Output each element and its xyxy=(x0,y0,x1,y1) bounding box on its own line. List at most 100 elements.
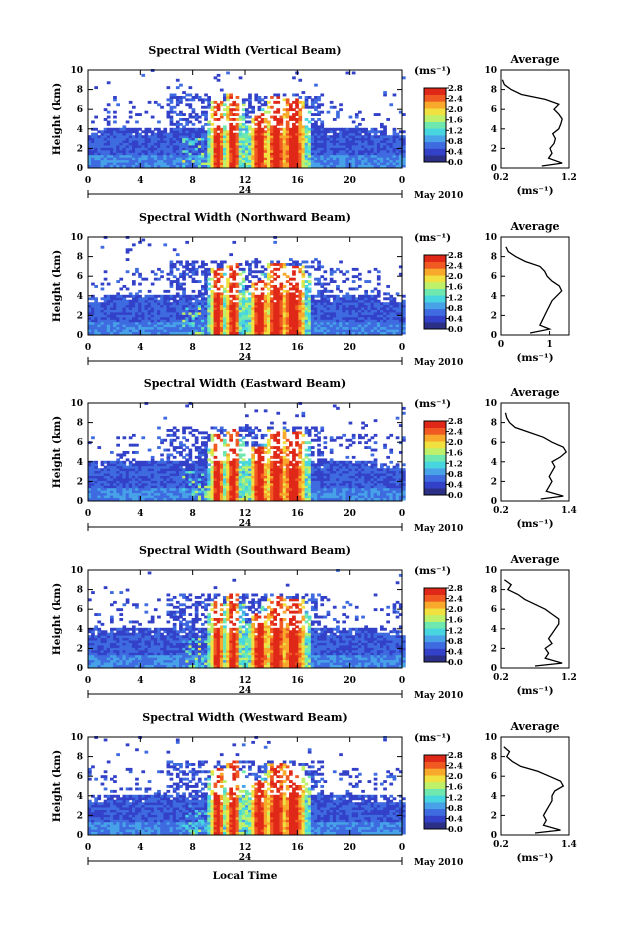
heatmap-cell xyxy=(110,485,114,489)
heatmap-cell xyxy=(326,135,331,139)
heatmap-cell xyxy=(191,485,196,489)
heatmap-cell xyxy=(367,314,372,318)
heatmap-cell xyxy=(191,130,196,134)
heatmap-cell xyxy=(226,329,230,332)
heatmap-cell xyxy=(116,132,120,136)
heatmap-cell xyxy=(201,130,205,134)
heatmap-cell xyxy=(310,154,315,158)
heatmap-cell xyxy=(188,263,193,266)
heatmap-cell xyxy=(182,91,186,94)
heatmap-cell xyxy=(166,272,171,276)
heatmap-cell xyxy=(179,309,183,313)
heatmap-cell xyxy=(345,324,350,328)
heatmap-cell xyxy=(150,304,155,308)
heatmap-cell xyxy=(201,152,205,156)
heatmap-cell xyxy=(310,140,315,143)
heatmap-cell xyxy=(295,157,299,161)
heatmap-cell xyxy=(235,265,240,269)
heatmap-cell xyxy=(182,490,186,494)
heatmap-cell xyxy=(402,164,406,168)
heatmap-cell xyxy=(207,152,211,156)
heatmap-cell xyxy=(223,127,227,131)
heatmap-cell xyxy=(119,135,124,139)
heatmap-cell xyxy=(367,321,372,325)
heatmap-cell xyxy=(197,458,202,462)
heatmap-cell xyxy=(201,113,205,116)
heatmap-cell xyxy=(342,147,346,151)
heatmap-cell xyxy=(402,312,406,315)
heatmap-cell xyxy=(128,324,133,328)
heatmap-cell xyxy=(175,145,180,148)
heatmap-cell xyxy=(135,304,139,308)
heatmap-cell xyxy=(304,321,309,325)
heatmap-cell xyxy=(235,142,240,146)
heatmap-cell xyxy=(279,329,284,332)
heatmap-cell xyxy=(257,137,262,141)
heatmap-cell xyxy=(248,285,252,288)
heatmap-cell xyxy=(191,159,196,163)
heatmap-cell xyxy=(144,487,149,491)
heatmap-cell xyxy=(267,125,271,129)
heatmap-cell xyxy=(132,162,136,165)
heatmap-cell xyxy=(392,159,397,163)
heatmap-cell xyxy=(279,319,284,323)
heatmap-cell xyxy=(103,321,108,325)
heatmap-cell xyxy=(279,162,284,165)
heatmap-cell xyxy=(285,314,290,318)
heatmap-cell xyxy=(361,142,365,146)
heatmap-cell xyxy=(289,135,293,139)
heatmap-cell xyxy=(138,240,142,244)
heatmap-cell xyxy=(248,304,252,308)
heatmap-cell xyxy=(398,140,403,143)
heatmap-cell xyxy=(345,270,350,274)
heatmap-cell xyxy=(285,316,290,320)
heatmap-cell xyxy=(402,329,406,332)
heatmap-cell xyxy=(103,324,108,328)
heatmap-cell xyxy=(332,132,337,136)
heatmap-cell xyxy=(128,487,133,491)
heatmap-cell xyxy=(150,329,155,332)
heatmap-cell xyxy=(110,294,114,298)
heatmap-cell xyxy=(147,302,152,306)
heatmap-cell xyxy=(298,120,303,124)
heatmap-cell xyxy=(197,331,202,335)
heatmap-cell xyxy=(153,307,158,310)
heatmap-cell xyxy=(226,154,230,158)
heatmap-cell xyxy=(229,122,233,126)
heatmap-cell xyxy=(194,147,199,151)
heatmap-cell xyxy=(119,164,124,168)
heatmap-cell xyxy=(160,331,164,335)
heatmap-cell xyxy=(88,159,92,163)
heatmap-cell xyxy=(113,127,117,131)
heatmap-cell xyxy=(201,137,205,141)
heatmap-cell xyxy=(351,140,356,143)
heatmap-cell xyxy=(128,468,133,472)
heatmap-cell xyxy=(147,473,152,476)
heatmap-cell xyxy=(141,309,146,313)
heatmap-cell xyxy=(153,100,158,104)
heatmap-cell xyxy=(304,280,309,283)
heatmap-cell xyxy=(320,149,325,153)
heatmap-cell xyxy=(289,326,293,330)
heatmap-cell xyxy=(103,497,108,501)
heatmap-cell xyxy=(267,100,271,104)
heatmap-cell xyxy=(232,282,237,286)
heatmap-cell xyxy=(238,152,243,156)
heatmap-cell xyxy=(216,480,221,484)
heatmap-cell xyxy=(110,475,114,479)
heatmap-cell xyxy=(169,118,174,121)
heatmap-cell xyxy=(191,463,196,467)
heatmap-cell xyxy=(185,98,189,102)
heatmap-cell xyxy=(179,132,183,136)
heatmap-cell xyxy=(276,127,281,131)
heatmap-cell xyxy=(314,304,318,308)
heatmap-cell xyxy=(317,154,321,158)
heatmap-cell xyxy=(185,329,189,332)
heatmap-cell xyxy=(307,135,312,139)
heatmap-cell xyxy=(97,302,102,306)
heatmap-cell xyxy=(402,319,406,323)
heatmap-cell xyxy=(204,329,208,332)
heatmap-cell xyxy=(395,157,400,161)
heatmap-cell xyxy=(361,149,365,153)
